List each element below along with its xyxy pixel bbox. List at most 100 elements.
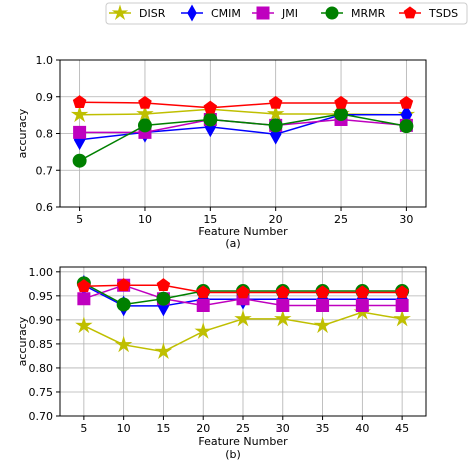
data-point bbox=[266, 104, 285, 122]
x-axis-label: Feature Number bbox=[198, 225, 288, 238]
legend-box bbox=[105, 2, 468, 25]
legend-entry-disr: DISR bbox=[109, 4, 166, 20]
data-point bbox=[316, 298, 330, 312]
y-axis-label: accuracy bbox=[16, 316, 29, 366]
legend-marker bbox=[403, 6, 417, 19]
data-point bbox=[194, 322, 212, 339]
legend-entry-mrmr: MRMR bbox=[321, 6, 386, 20]
data-point bbox=[136, 104, 154, 122]
y-tick-label: 0.80 bbox=[29, 362, 54, 375]
data-point bbox=[156, 291, 171, 306]
data-point bbox=[268, 118, 283, 133]
x-tick-label: 30 bbox=[276, 422, 290, 435]
series-mrmr bbox=[72, 107, 414, 168]
data-point bbox=[393, 309, 411, 327]
x-tick-label: 20 bbox=[196, 422, 210, 435]
data-point bbox=[72, 153, 87, 168]
y-tick-label: 0.85 bbox=[29, 338, 54, 351]
series-disr bbox=[75, 302, 411, 360]
data-point bbox=[315, 285, 330, 299]
series-line bbox=[79, 108, 407, 116]
data-point bbox=[116, 278, 131, 292]
axis-ticks: 5 10 15 20 25 30 35 40 45 0.70 0.75 0.80 0.85 0.90 0.9… bbox=[29, 266, 410, 435]
y-tick-label: 1.0 bbox=[36, 54, 54, 67]
data-point bbox=[355, 298, 369, 312]
series-group bbox=[75, 274, 411, 360]
data-point bbox=[137, 118, 152, 133]
legend-marker bbox=[256, 6, 270, 20]
x-tick-label: 40 bbox=[355, 422, 369, 435]
x-tick-label: 20 bbox=[269, 213, 283, 226]
panel-caption: (a) bbox=[225, 237, 240, 250]
series-tsds bbox=[77, 278, 409, 299]
data-point bbox=[203, 100, 218, 114]
y-tick-label: 1.00 bbox=[29, 266, 54, 279]
data-point bbox=[334, 95, 348, 109]
y-tick-label: 0.75 bbox=[29, 386, 54, 399]
data-point bbox=[268, 95, 283, 109]
data-point bbox=[196, 285, 210, 299]
data-point bbox=[313, 316, 332, 334]
x-tick-label: 25 bbox=[334, 213, 348, 226]
y-axis-label: accuracy bbox=[16, 108, 29, 158]
data-point bbox=[274, 309, 292, 327]
data-point bbox=[234, 309, 252, 327]
x-tick-label: 15 bbox=[203, 213, 217, 226]
y-tick-label: 0.6 bbox=[36, 201, 54, 214]
panel-caption: (b) bbox=[225, 448, 241, 461]
data-point bbox=[203, 112, 218, 127]
data-point bbox=[236, 285, 250, 299]
legend-entry-tsds: TSDS bbox=[399, 6, 458, 20]
chart-panel-b: 5 10 15 20 25 30 35 40 45 0.70 0.75 0.80 0.85 0.90 0.9… bbox=[16, 266, 427, 461]
x-tick-label: 35 bbox=[316, 422, 330, 435]
series-group bbox=[70, 95, 416, 168]
x-tick-label: 5 bbox=[76, 213, 83, 226]
series-tsds bbox=[72, 95, 414, 114]
data-point bbox=[138, 95, 152, 109]
series-line bbox=[79, 113, 407, 162]
grid bbox=[60, 59, 426, 208]
legend-label: DISR bbox=[139, 7, 166, 20]
data-point bbox=[70, 105, 89, 123]
y-tick-label: 0.70 bbox=[29, 410, 54, 423]
data-point bbox=[114, 335, 133, 353]
y-tick-label: 0.95 bbox=[29, 290, 54, 303]
data-point bbox=[156, 278, 171, 292]
legend-label: CMIM bbox=[211, 7, 241, 20]
x-tick-label: 10 bbox=[138, 213, 152, 226]
data-point bbox=[77, 292, 91, 306]
chart-panel-a: 5 10 15 20 25 30 0.6 0.7 0.8 0.9 1.0 Feature Number… bbox=[16, 54, 427, 250]
y-tick-label: 0.9 bbox=[36, 91, 54, 104]
data-point bbox=[276, 285, 290, 299]
x-tick-label: 10 bbox=[117, 422, 131, 435]
y-tick-label: 0.7 bbox=[36, 164, 54, 177]
data-point bbox=[116, 297, 131, 312]
legend-label: TSDS bbox=[428, 7, 458, 20]
axis-ticks: 5 10 15 20 25 30 0.6 0.7 0.8 0.9 1.0 bbox=[36, 54, 414, 226]
x-tick-label: 45 bbox=[395, 422, 409, 435]
data-point bbox=[399, 95, 414, 109]
legend-label: MRMR bbox=[351, 7, 386, 20]
x-tick-label: 30 bbox=[399, 213, 413, 226]
x-tick-label: 5 bbox=[80, 422, 87, 435]
data-point bbox=[395, 285, 409, 299]
legend: DISR CMIM JMI MRMR TSDS bbox=[105, 2, 468, 25]
legend-marker bbox=[187, 4, 197, 22]
x-tick-label: 15 bbox=[156, 422, 170, 435]
legend-marker bbox=[111, 4, 129, 20]
data-point bbox=[334, 107, 349, 122]
y-tick-label: 0.90 bbox=[29, 314, 54, 327]
data-point bbox=[196, 298, 210, 312]
data-point bbox=[73, 125, 87, 139]
data-point bbox=[75, 316, 93, 334]
data-point bbox=[399, 119, 414, 134]
data-point bbox=[154, 342, 173, 360]
x-tick-label: 25 bbox=[236, 422, 250, 435]
legend-entry-cmim: CMIM bbox=[181, 4, 241, 22]
legend-entry-jmi: JMI bbox=[252, 6, 298, 20]
legend-marker bbox=[325, 6, 339, 20]
series-line bbox=[79, 114, 407, 141]
data-point bbox=[395, 298, 409, 312]
x-axis-label: Feature Number bbox=[198, 435, 288, 448]
